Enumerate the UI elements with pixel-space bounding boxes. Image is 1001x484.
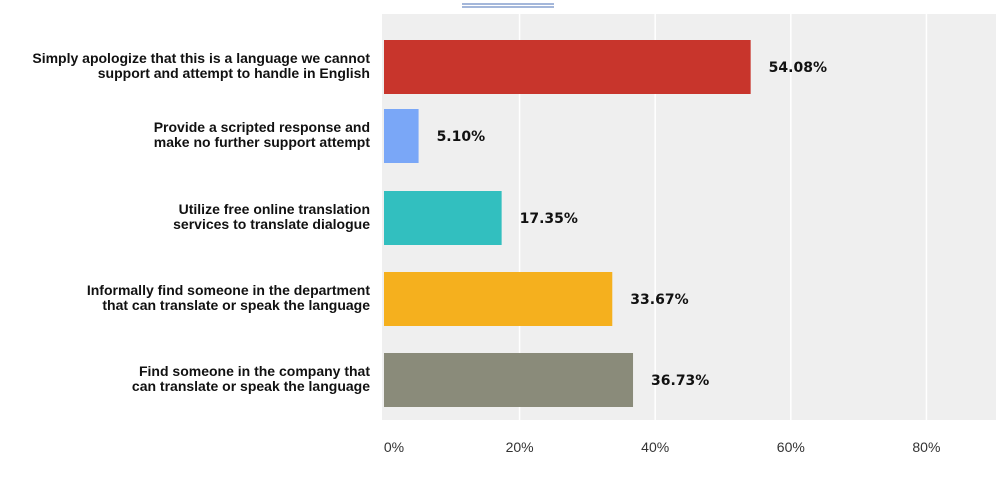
- bar: [384, 109, 419, 163]
- value-label: 33.67%: [630, 292, 688, 308]
- x-tick-label: 40%: [641, 439, 669, 455]
- bar: [384, 272, 613, 326]
- category-label: Informally find someone in the departmen…: [87, 282, 370, 313]
- category-label: Simply apologize that this is a language…: [32, 50, 370, 81]
- value-labels: 54.08% 5.10% 17.35% 33.67% 36.73%: [437, 60, 827, 389]
- value-label: 5.10%: [437, 129, 486, 145]
- category-label: Provide a scripted response and make no f…: [154, 119, 371, 150]
- x-tick-label: 80%: [912, 439, 940, 455]
- x-tick-label: 20%: [506, 439, 534, 455]
- category-label: Utilize free online translation services …: [173, 201, 370, 232]
- x-tick-label: 0%: [384, 439, 404, 455]
- bar: [384, 191, 502, 245]
- category-label: Find someone in the company that can tran…: [132, 363, 370, 394]
- x-axis-ticks: 0% 20% 40% 60% 80%: [384, 439, 941, 455]
- value-label: 36.73%: [651, 373, 709, 389]
- value-label: 17.35%: [520, 211, 578, 227]
- bar: [384, 353, 634, 407]
- bars: [384, 40, 751, 407]
- bar: [384, 40, 751, 94]
- value-label: 54.08%: [769, 60, 827, 76]
- category-labels: Simply apologize that this is a language…: [32, 50, 370, 394]
- x-tick-label: 60%: [777, 439, 805, 455]
